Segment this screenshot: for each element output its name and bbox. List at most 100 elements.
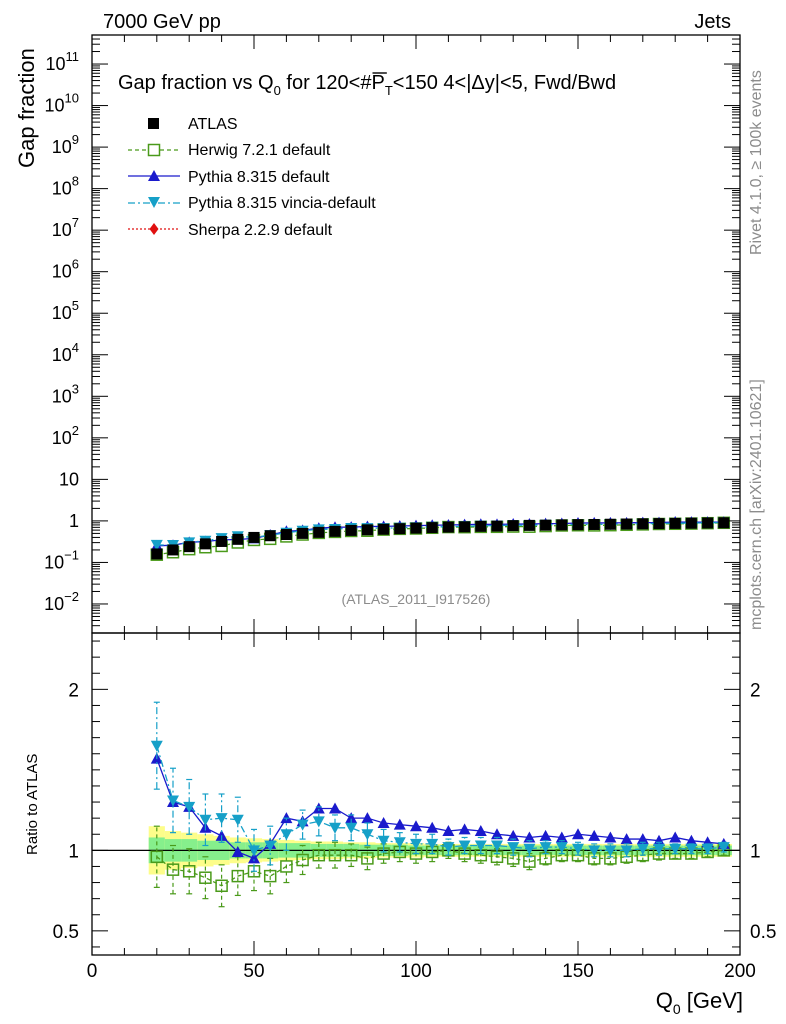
analysis-id-watermark: (ATLAS_2011_I917526) bbox=[342, 591, 491, 607]
plot-title: Gap fraction vs Q0 for 120<#PT<150 4<|Δy… bbox=[118, 72, 616, 98]
legend-entry-sherpa: Sherpa 2.2.9 default bbox=[128, 222, 333, 239]
series2-ratio-point-0 bbox=[150, 740, 163, 752]
series1-ratio-point-5 bbox=[231, 845, 244, 857]
series0-ratio-point-9 bbox=[296, 853, 309, 867]
series2-ratio-point-13 bbox=[361, 829, 374, 841]
x-tick-label-2: 100 bbox=[400, 961, 432, 982]
series1-ratio-point-25 bbox=[555, 831, 568, 843]
series2-ratio-point-30 bbox=[636, 843, 649, 855]
ratio-ytick-label-left-0: 0.5 bbox=[53, 922, 79, 943]
axes: 0 50 100 150 20010−210−111010210310410510610… bbox=[44, 34, 776, 982]
atlas-point-23 bbox=[523, 519, 535, 531]
legend-marker-pythia bbox=[148, 170, 160, 181]
x-axis-title: Q0 [GeV] bbox=[656, 988, 743, 1017]
atlas-point-29 bbox=[621, 518, 633, 530]
atlas-point-5 bbox=[232, 533, 244, 545]
series2-ratio-point-17 bbox=[426, 838, 439, 850]
series2-ratio-point-27 bbox=[588, 845, 601, 857]
atlas-point-14 bbox=[378, 523, 390, 535]
legend-label-vincia: Pythia 8.315 vincia-default bbox=[188, 195, 376, 212]
series1-ratio-point-10 bbox=[312, 802, 325, 814]
series2-ratio-point-2 bbox=[183, 801, 196, 813]
series2-ratio-point-35 bbox=[717, 842, 730, 854]
atlas-point-12 bbox=[345, 524, 357, 536]
legend-entry-atlas: ATLAS bbox=[148, 116, 238, 133]
series1-ratio-point-12 bbox=[345, 812, 358, 824]
series1-ratio-point-33 bbox=[685, 834, 698, 846]
legend-entry-herwig: Herwig 7.2.1 default bbox=[128, 142, 331, 159]
series2-ratio-point-18 bbox=[442, 842, 455, 854]
atlas-point-21 bbox=[491, 520, 503, 532]
legend-label-sherpa: Sherpa 2.2.9 default bbox=[188, 222, 333, 239]
main-y-axis-title: Gap fraction bbox=[14, 48, 39, 168]
atlas-point-35 bbox=[718, 517, 730, 529]
series2-ratio-point-16 bbox=[410, 838, 422, 850]
atlas-point-4 bbox=[216, 535, 228, 547]
atlas-point-2 bbox=[183, 541, 195, 553]
series2-ratio-point-29 bbox=[620, 845, 633, 857]
mcplots-source-label: mcplots.cern.ch [arXiv:2401.10621] bbox=[748, 379, 765, 630]
header-process: Jets bbox=[694, 11, 731, 33]
atlas-point-3 bbox=[199, 538, 211, 550]
series2-ratio-point-34 bbox=[701, 843, 714, 855]
legend-marker-vincia bbox=[148, 197, 160, 208]
atlas-point-33 bbox=[685, 517, 697, 529]
series2-ratio-point-21 bbox=[491, 840, 503, 852]
atlas-point-19 bbox=[459, 521, 471, 533]
series1-ratio-point-31 bbox=[653, 834, 665, 846]
series2-ratio-point-24 bbox=[539, 842, 552, 854]
x-tick-label-3: 150 bbox=[562, 961, 594, 982]
atlas-point-26 bbox=[572, 519, 584, 531]
atlas-point-34 bbox=[702, 517, 714, 529]
series2-ratio-point-33 bbox=[685, 843, 698, 855]
legend-label-pythia: Pythia 8.315 default bbox=[188, 169, 330, 186]
series0-ratio-point-11 bbox=[328, 848, 342, 862]
series2-ratio-point-25 bbox=[555, 842, 568, 854]
series0-ratio-point-2 bbox=[182, 865, 196, 878]
atlas-point-15 bbox=[394, 523, 406, 535]
ratio-ytick-label-right-1: 1 bbox=[750, 841, 761, 862]
series2-ratio-point-22 bbox=[507, 842, 520, 854]
legend-entry-vincia: Pythia 8.315 vincia-default bbox=[128, 195, 376, 212]
series0-ratio-point-7 bbox=[263, 869, 277, 883]
series2-ratio-point-8 bbox=[280, 829, 293, 841]
legend-marker-sherpa bbox=[149, 223, 159, 235]
series1-ratio-point-21 bbox=[491, 828, 503, 840]
legend: ATLAS Herwig 7.2.1 default Pythia 8.315 … bbox=[128, 116, 376, 239]
series2-ratio-point-26 bbox=[572, 843, 584, 855]
series1-ratio-point-14 bbox=[377, 816, 390, 828]
main-ytick-label-4: 102 bbox=[52, 423, 79, 448]
series2-ratio-point-9 bbox=[296, 819, 309, 831]
main-ytick-label-12: 1010 bbox=[45, 91, 80, 116]
series1-ratio-point-26 bbox=[572, 828, 584, 840]
series0-ratio-point-4 bbox=[215, 879, 228, 893]
series1-ratio-point-13 bbox=[361, 812, 374, 824]
series1-ratio-point-15 bbox=[393, 818, 406, 830]
series2-ratio-point-32 bbox=[669, 843, 682, 855]
series2-ratio-point-28 bbox=[604, 845, 617, 857]
x-tick-label-4: 200 bbox=[724, 961, 756, 982]
legend-label-herwig: Herwig 7.2.1 default bbox=[188, 142, 331, 159]
main-ytick-label-0: 10−2 bbox=[44, 589, 79, 614]
series1-ratio-point-30 bbox=[636, 833, 649, 845]
atlas-point-1 bbox=[167, 544, 179, 556]
series1-ratio-point-6 bbox=[248, 852, 260, 864]
series2-ratio-point-20 bbox=[474, 840, 487, 852]
atlas-point-7 bbox=[264, 530, 276, 542]
series1-ratio-point-18 bbox=[442, 825, 455, 837]
main-ytick-label-7: 105 bbox=[52, 298, 79, 323]
atlas-point-28 bbox=[604, 518, 616, 530]
series2-ratio-point-4 bbox=[215, 813, 228, 825]
atlas-point-9 bbox=[297, 527, 309, 539]
atlas-point-16 bbox=[410, 522, 422, 534]
legend-entry-pythia: Pythia 8.315 default bbox=[128, 169, 330, 186]
series2-ratio-point-11 bbox=[329, 822, 341, 834]
atlas-point-8 bbox=[280, 529, 292, 541]
rivet-version-label: Rivet 4.1.0, ≥ 100k events bbox=[748, 70, 765, 255]
series2-main-point-0 bbox=[150, 539, 163, 551]
ratio-y-axis-title: Ratio to ATLAS bbox=[24, 754, 41, 855]
atlas-point-17 bbox=[426, 522, 438, 534]
ratio-ytick-label-right-2: 2 bbox=[750, 680, 761, 701]
atlas-point-30 bbox=[637, 518, 649, 530]
